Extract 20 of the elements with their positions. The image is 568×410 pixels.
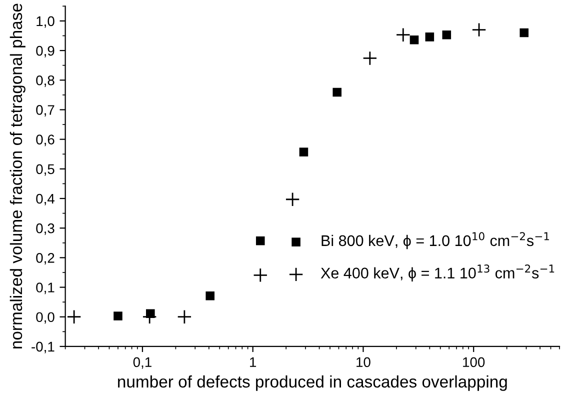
x-tick-label: 0,1 bbox=[133, 357, 152, 369]
y-tick-label: 0,4 bbox=[36, 194, 54, 206]
y-tick-label: 0,2 bbox=[36, 253, 54, 264]
y-tick-label: 0,8 bbox=[36, 75, 54, 87]
y-tick-label: 0,7 bbox=[36, 105, 54, 117]
y-tick-label: -0,1 bbox=[32, 342, 54, 354]
x-tick-label: 1 bbox=[250, 357, 256, 367]
y-tick-label: 0,9 bbox=[36, 46, 54, 58]
y-tick-label: 0,6 bbox=[36, 134, 54, 146]
y-tick-label: 0,0 bbox=[36, 312, 54, 324]
y-tick-label: 0,3 bbox=[36, 223, 54, 235]
legend-label: Xe 400 keV, ϕ = 1.1 10$^{13}$ cm$^{−2}$s$^{−1}$ bbox=[320, 264, 554, 282]
x-axis-title: number of defects produced in cascades overlapping bbox=[118, 375, 507, 391]
x-tick-label: 10 bbox=[356, 357, 370, 368]
legend-label: Bi 800 keV, ϕ = 1.0 10$^{10}$ cm$^{−2}$s$^{−1}$ bbox=[322, 232, 549, 250]
y-tick-label: 0,5 bbox=[36, 164, 54, 176]
y-tick-label: 1,0 bbox=[36, 16, 54, 28]
y-axis-title: normalized volume fraction of tetragonal phase bbox=[10, 4, 26, 348]
y-tick-label: 0,1 bbox=[36, 282, 54, 294]
x-tick-label: 100 bbox=[463, 357, 485, 368]
